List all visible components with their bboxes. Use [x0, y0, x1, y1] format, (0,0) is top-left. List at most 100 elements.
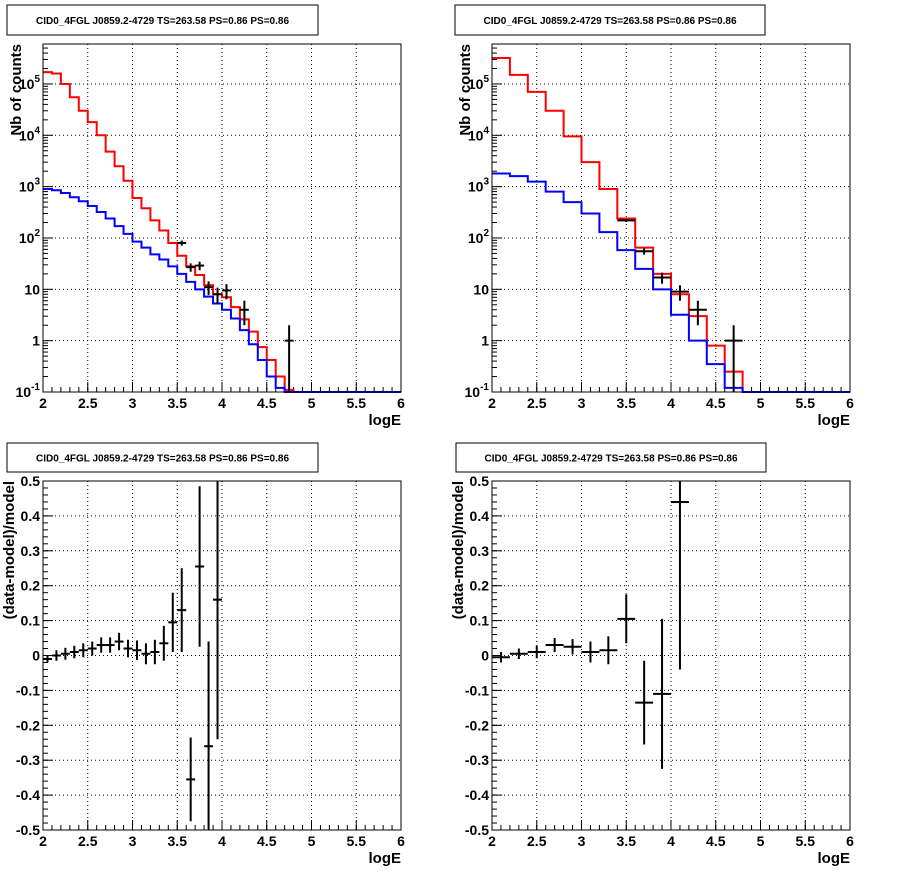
- chart-title-box: CID0_4FGL J0859.2-4729 TS=263.58 PS=0.86…: [455, 442, 767, 473]
- x-tick-label: 5.5: [796, 833, 816, 849]
- y-tick-label: 10-1: [465, 382, 490, 400]
- x-tick-label: 3: [129, 395, 137, 411]
- data-point: [159, 625, 169, 661]
- x-tick-label: 6: [846, 395, 854, 411]
- data-point: [563, 639, 582, 655]
- y-axis-label: Nb of counts: [8, 44, 25, 136]
- x-axis-label: logE: [818, 850, 851, 867]
- data-point: [545, 638, 564, 653]
- y-tick-label: -0.5: [465, 822, 489, 838]
- y-axis-label: (data-model)/model: [450, 481, 467, 619]
- chart-title-box: CID0_4FGL J0859.2-4729 TS=263.58 PS=0.86…: [6, 442, 319, 473]
- data-point: [653, 272, 671, 284]
- data-point: [635, 660, 654, 745]
- title-frame: [6, 442, 319, 473]
- y-tick-label: 0.2: [21, 578, 41, 594]
- y-tick-label: 0.3: [21, 543, 41, 559]
- x-tick-label: 3.5: [168, 395, 188, 411]
- data-point: [284, 325, 294, 392]
- y-tick-label: 105: [468, 74, 490, 92]
- x-tick-label: 5.5: [347, 395, 367, 411]
- y-tick-label: 102: [468, 228, 490, 246]
- data-point: [204, 281, 214, 296]
- plot-area: [43, 44, 401, 392]
- x-tick-label: 4.5: [706, 395, 726, 411]
- data-point: [60, 647, 70, 660]
- chart-title: CID0_4FGL J0859.2-4729 TS=263.58 PS=0.86…: [484, 454, 737, 465]
- x-tick-label: 5.5: [347, 833, 367, 849]
- chart-panel-1: 2 2.5 3 3.5 4 4.5 5 5.5 6 10-1 1 10 102 103 104 105 CID0…: [6, 4, 405, 429]
- x-tick-label: 5: [757, 395, 765, 411]
- y-tick-label: -0.5: [16, 822, 40, 838]
- x-axis-label: logE: [369, 850, 402, 867]
- chart-panel-3: 2 2.5 3 3.5 4 4.5 5 5.5 6 -0.5 -0.4 -0.3 -0.2 -0.1 0 0.…: [1, 442, 405, 867]
- y-tick-label: 0: [481, 648, 489, 664]
- y-tick-label: 104: [468, 125, 490, 143]
- x-tick-label: 6: [397, 395, 405, 411]
- chart-title-box: CID0_4FGL J0859.2-4729 TS=263.58 PS=0.86…: [6, 4, 319, 36]
- data-point: [204, 641, 214, 830]
- data-point: [222, 284, 231, 300]
- data-point: [724, 325, 743, 392]
- data-point: [186, 737, 196, 822]
- data-point: [87, 641, 97, 656]
- y-tick-label: 0.4: [21, 508, 41, 524]
- data-point: [671, 285, 689, 301]
- x-tick-label: 5.5: [796, 395, 816, 411]
- y-tick-label: -0.4: [16, 787, 40, 803]
- y-tick-label: -0.3: [465, 752, 489, 768]
- plot-frame: [42, 480, 402, 831]
- data-point: [671, 481, 689, 670]
- data-point: [617, 218, 636, 222]
- y-tick-label: 0.5: [21, 473, 41, 489]
- x-tick-label: 3.5: [617, 395, 637, 411]
- y-tick-label: -0.2: [465, 717, 489, 733]
- chart-title: CID0_4FGL J0859.2-4729 TS=263.58 PS=0.86…: [36, 454, 289, 465]
- plot-area: [43, 481, 401, 830]
- y-tick-label: 103: [468, 177, 490, 195]
- data-point: [527, 645, 546, 659]
- x-tick-label: 3: [578, 833, 586, 849]
- x-tick-label: 6: [397, 833, 405, 849]
- x-tick-label: 4.5: [257, 833, 277, 849]
- x-tick-label: 2.5: [78, 395, 98, 411]
- data-point: [492, 652, 510, 663]
- data-point: [581, 641, 600, 663]
- x-tick-label: 6: [846, 833, 854, 849]
- x-tick-label: 5: [308, 833, 316, 849]
- x-tick-label: 2.5: [527, 833, 547, 849]
- plot-area: [492, 44, 850, 392]
- y-tick-label: 1: [481, 333, 489, 349]
- y-tick-label: -0.4: [465, 787, 489, 803]
- data-point: [78, 643, 88, 658]
- data-point: [105, 637, 115, 653]
- data-point: [168, 592, 178, 653]
- data-point: [688, 300, 707, 326]
- y-tick-label: 0.2: [470, 578, 490, 594]
- plot-frame: [42, 43, 402, 393]
- x-tick-label: 2: [39, 833, 47, 849]
- y-tick-label: 0.1: [470, 613, 490, 629]
- data-point: [213, 481, 222, 740]
- data-point: [141, 643, 151, 665]
- data-point: [653, 618, 671, 769]
- x-tick-label: 3.5: [168, 833, 188, 849]
- chart-title: CID0_4FGL J0859.2-4729 TS=263.58 PS=0.86…: [483, 16, 736, 27]
- x-tick-label: 4.5: [257, 395, 277, 411]
- y-tick-label: 105: [19, 74, 41, 92]
- y-tick-label: 1: [32, 333, 40, 349]
- data-point: [195, 261, 205, 271]
- x-tick-label: 2: [488, 395, 496, 411]
- x-tick-label: 5: [757, 833, 765, 849]
- y-tick-label: 10: [24, 281, 40, 297]
- y-tick-label: -0.2: [16, 717, 40, 733]
- plot-area: [492, 481, 850, 830]
- data-point: [617, 594, 636, 644]
- data-point: [69, 645, 79, 659]
- data-point: [177, 568, 187, 653]
- title-frame: [455, 442, 767, 473]
- y-tick-label: 104: [19, 125, 41, 143]
- y-tick-label: -0.1: [465, 682, 489, 698]
- y-tick-label: 0.5: [470, 473, 490, 489]
